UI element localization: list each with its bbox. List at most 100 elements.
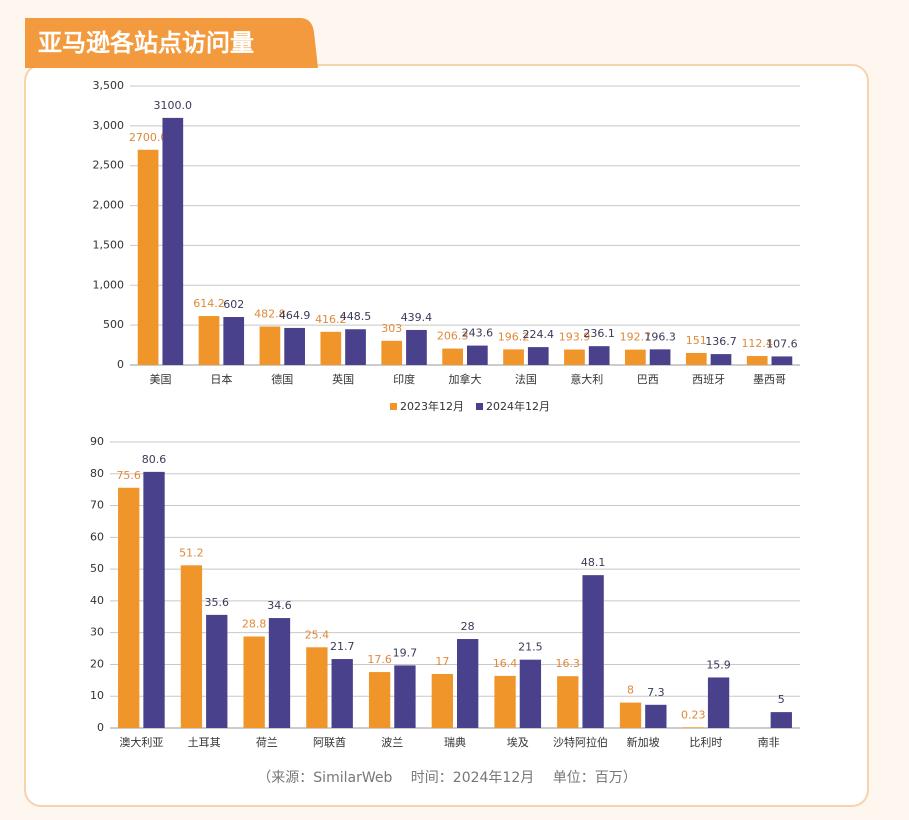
value-label: 243.6	[462, 327, 494, 340]
value-label: 614.2	[193, 297, 225, 310]
value-label: 107.6	[766, 337, 798, 350]
y-tick-label: 90	[90, 435, 104, 448]
bar	[137, 149, 159, 365]
value-label: 439.4	[401, 311, 433, 324]
value-label: 48.1	[581, 556, 606, 569]
value-label: 236.1	[583, 327, 615, 340]
bar	[645, 704, 667, 728]
y-tick-label: 10	[90, 689, 104, 702]
value-label: 3100.0	[154, 99, 193, 112]
x-tick-label: 荷兰	[256, 736, 278, 749]
x-tick-label: 比利时	[689, 736, 722, 749]
value-label: 0.23	[681, 708, 706, 721]
bar	[582, 575, 604, 728]
bar	[284, 327, 305, 365]
value-label: 5	[778, 693, 785, 706]
x-tick-label: 埃及	[507, 735, 529, 749]
bar	[345, 329, 366, 365]
value-label: 151	[686, 334, 707, 347]
bar	[771, 356, 793, 365]
bar	[710, 354, 732, 365]
y-tick-label: 1,000	[93, 278, 125, 291]
x-tick-label: 波兰	[381, 736, 403, 749]
bar	[557, 676, 579, 728]
value-label: 196.2	[498, 330, 530, 343]
bar	[143, 471, 165, 728]
bar	[368, 672, 391, 728]
x-tick-label: 沙特阿拉伯	[553, 735, 608, 749]
bar	[320, 331, 342, 365]
x-tick-label: 英国	[332, 372, 354, 386]
legend-swatch	[476, 403, 483, 410]
y-tick-label: 3,500	[93, 79, 125, 92]
x-tick-label: 南非	[758, 736, 780, 749]
page-title: 亚马逊各站点访问量	[38, 29, 254, 57]
value-label: 112.4	[741, 337, 773, 350]
x-tick-label: 墨西哥	[753, 373, 786, 386]
bar	[527, 347, 549, 365]
bar	[467, 345, 488, 365]
value-label: 34.6	[267, 599, 292, 612]
bar	[746, 356, 768, 365]
y-tick-label: 2,000	[93, 199, 125, 212]
y-tick-label: 60	[90, 530, 104, 543]
bar	[564, 349, 585, 365]
bar	[206, 614, 228, 728]
x-tick-label: 美国	[149, 373, 171, 386]
value-label: 303	[381, 322, 402, 335]
bar	[331, 659, 353, 728]
value-label: 136.7	[705, 335, 737, 348]
x-tick-label: 印度	[393, 372, 415, 386]
value-label: 16.4	[493, 657, 518, 670]
bar	[268, 618, 291, 728]
bar	[306, 647, 328, 728]
value-label: 21.5	[518, 641, 543, 654]
value-label: 224.4	[523, 328, 555, 341]
x-tick-label: 新加坡	[627, 735, 660, 749]
y-tick-label: 0	[117, 358, 124, 371]
bar	[503, 349, 524, 365]
value-label: 19.7	[393, 646, 418, 659]
value-label: 28	[461, 620, 475, 633]
value-label: 464.9	[279, 309, 311, 322]
value-label: 17	[435, 655, 449, 668]
value-label: 2700.0	[129, 131, 168, 144]
y-tick-label: 500	[103, 318, 124, 331]
bar	[243, 636, 265, 728]
x-tick-label: 法国	[515, 372, 537, 386]
y-tick-label: 40	[90, 594, 104, 607]
value-label: 25.4	[305, 628, 330, 641]
value-label: 80.6	[142, 453, 167, 466]
y-tick-label: 80	[90, 467, 104, 480]
bar	[619, 702, 642, 728]
value-label: 196.3	[644, 330, 676, 343]
value-label: 17.6	[367, 653, 392, 666]
bar	[625, 349, 646, 365]
bar	[223, 317, 245, 365]
x-tick-label: 澳大利亚	[119, 735, 163, 749]
value-label: 206.3	[437, 330, 469, 343]
title-tab	[25, 18, 318, 68]
value-label: 15.9	[706, 658, 731, 671]
y-tick-label: 2,500	[93, 159, 125, 172]
value-label: 8	[627, 684, 634, 697]
bar	[198, 316, 220, 365]
bar	[649, 349, 671, 365]
bar	[394, 665, 416, 728]
value-label: 602	[223, 298, 244, 311]
x-tick-label: 意大利	[570, 372, 603, 386]
y-tick-label: 3,000	[93, 119, 125, 132]
bar	[494, 675, 516, 728]
x-tick-label: 瑞典	[444, 735, 466, 749]
bar	[259, 326, 281, 365]
y-tick-label: 20	[90, 657, 104, 670]
y-tick-label: 70	[90, 499, 104, 512]
value-label: 75.6	[116, 469, 141, 482]
value-label: 51.2	[179, 546, 204, 559]
bar	[406, 329, 427, 365]
value-label: 448.5	[340, 310, 372, 323]
x-tick-label: 阿联酋	[313, 735, 346, 749]
value-label: 193.9	[559, 331, 591, 344]
x-tick-label: 土耳其	[188, 736, 221, 749]
